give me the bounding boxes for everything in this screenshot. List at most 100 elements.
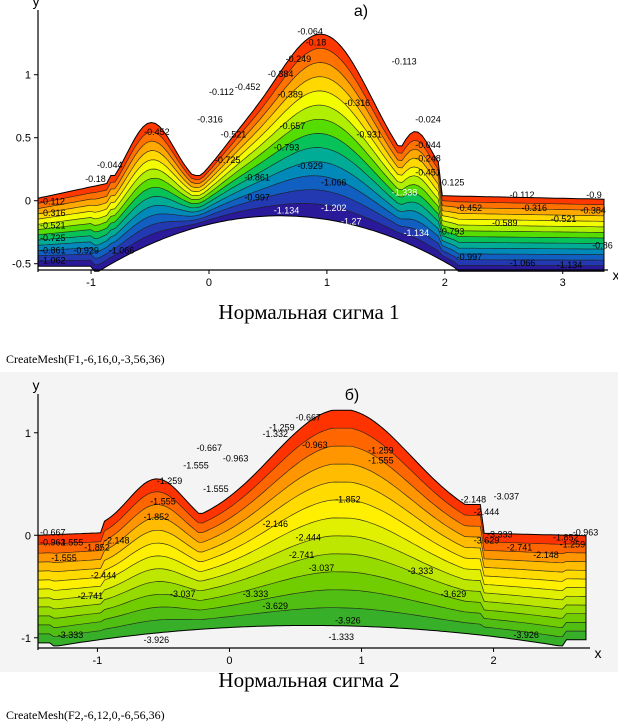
chart-a-band <box>38 48 604 211</box>
chart-b-contour-label: -0.963 <box>573 527 599 537</box>
chart-b-contour-label: -2.741 <box>78 591 104 601</box>
chart-b-contour-line <box>38 535 586 601</box>
chart-b-y-tick-label: 1 <box>25 428 31 440</box>
chart-b-contour-label: -0.667 <box>197 443 223 453</box>
chart-a-contour-label: -0.384 <box>268 69 294 79</box>
chart-b-band <box>38 517 586 600</box>
chart-b-x-tick-label: 1 <box>358 655 364 667</box>
chart-a-band <box>38 133 604 244</box>
chart-a-title: Нормальная сигма 1 <box>218 300 400 324</box>
chart-b-contour-label: -2.444 <box>91 570 117 580</box>
chart-a-contour-line <box>37 147 604 244</box>
chart-a-contour-line <box>37 76 604 217</box>
chart-b-contour-label: -2.148 <box>461 494 487 504</box>
chart-a-contour-label: -0.248 <box>415 154 441 164</box>
chart-b-x-axis-name: x <box>595 645 602 661</box>
chart-b-contour-label: -3.333 <box>487 529 513 539</box>
chart-a-contour-label: -0.521 <box>40 220 66 230</box>
chart-b-y-axis-name: y <box>33 377 40 393</box>
chart-b-contour-label: -2.148 <box>533 550 559 560</box>
chart-b-domain-outline <box>37 409 587 647</box>
chart-b-contour-label: -1.852 <box>335 494 361 504</box>
chart-a-contour-label: -1.134 <box>404 228 430 238</box>
chart-a-contour-label: -0.929 <box>297 161 323 171</box>
chart-b-contour-label: -3.629 <box>441 589 467 599</box>
chart-b-contour-label: -0.667 <box>296 413 322 423</box>
chart-a-band <box>38 105 604 233</box>
chart-b-contour-label: -2.146 <box>263 519 289 529</box>
chart-a-contour-label: -0.997 <box>244 193 270 203</box>
chart-b-band <box>38 571 586 628</box>
chart-a-contour-label: -0.249 <box>286 54 312 64</box>
chart-a-contour-label: -0.044 <box>97 160 123 170</box>
chart-a-contour-label: -0.931 <box>356 130 382 140</box>
chart-b-contour-line <box>37 427 586 545</box>
chart-a-contour-label: -0.064 <box>297 26 323 36</box>
chart-a-contour-line <box>37 189 604 261</box>
chart-b-contour-label: -3.037 <box>309 563 335 573</box>
chart-a-contour-label: -0.997 <box>457 252 483 262</box>
chart-a-x-tick-label: 3 <box>560 277 566 289</box>
chart-a-contour-label: -1.066 <box>321 178 347 188</box>
chart-b-contour-label: -3.333 <box>58 630 84 640</box>
chart-a-contour-label: -0.113 <box>392 57 417 67</box>
chart-a-contour-label: -0.389 <box>277 89 303 99</box>
chart-b-contour-line <box>37 571 587 619</box>
chart-a-contour-label: -0.316 <box>345 98 371 108</box>
chart-a-contour-label: -0.929 <box>73 246 99 256</box>
chart-b-contour-label: -3.037 <box>170 589 196 599</box>
chart-a-y-axis-name: y <box>33 0 40 9</box>
chart-b-contour-label: -1.852 <box>144 512 170 522</box>
chart-a-contour-line <box>37 175 604 255</box>
chart-a-contour-label: -0.451 <box>415 168 441 178</box>
chart-a-contour-label: -0.112 <box>40 197 65 207</box>
chart-b-contour-label: -3.926 <box>144 635 170 645</box>
chart-a-x-tick-label: 2 <box>442 277 448 289</box>
chart-a-x-axis-name: x <box>613 267 618 283</box>
chart-b-contour-label: -1.259 <box>269 423 295 433</box>
chart-a-band <box>38 189 604 266</box>
chart-a-domain-outline <box>37 33 605 272</box>
chart-a-contour-label: -0.316 <box>40 208 66 218</box>
chart-a-contour-label: -0.18 <box>306 38 327 48</box>
chart-a-y-tick-label: -0.5 <box>12 259 31 271</box>
chart-a-band <box>38 203 604 272</box>
chart-a-contour-label: -0.452 <box>235 82 261 92</box>
chart-b-contour-label: -1.555 <box>183 461 209 471</box>
chart-b-contour-label: -3.926 <box>513 630 539 640</box>
chart-a-band <box>38 76 604 222</box>
chart-a-contour-label: -1.338 <box>392 188 418 198</box>
chart-b-contour-label: -2.741 <box>289 550 315 560</box>
chart-b-contour-label: -3.333 <box>408 566 434 576</box>
chart-b-x-tick-label: -1 <box>93 655 103 667</box>
chart-a-axes: -1 0 1 2 3 -0.5 0 0.5 1 y x а) <box>12 0 618 289</box>
chart-a-x-tick-label: -1 <box>86 277 96 289</box>
mesh-command-1: CreateMesh(F1,-6,16,0,-3,56,36) <box>6 352 165 366</box>
chart-a-contour-lines <box>37 47 605 267</box>
chart-a-contour-label: -0.725 <box>40 233 66 243</box>
chart-a-contour-label: -0.589 <box>492 218 518 228</box>
chart-a-contour-label: -1.134 <box>557 260 583 270</box>
chart-b-contour-lines <box>37 427 587 638</box>
chart-a-contour-line <box>37 104 604 228</box>
chart-b-contour-labels: -0.667-1.259-1.332-0.963-0.667-0.963-1.2… <box>40 413 598 645</box>
chart-a-band <box>38 147 604 250</box>
chart-b-contour-line <box>37 463 587 564</box>
chart-b-contour-label: -0.963 <box>40 538 66 548</box>
chart-a-contour-line <box>37 62 605 211</box>
chart-panel-b: -1 0 1 2 -1 0 1 y x б) -0.667 -1.259 -1.332 -0.963 -0.… <box>0 372 618 672</box>
chart-a-contour-line <box>37 133 604 239</box>
chart-a-contour-line <box>37 90 605 222</box>
chart-a-contour-label: -0.112 <box>510 190 535 200</box>
chart-a-contour-label: -0.86 <box>592 241 613 251</box>
chart-b-y-tick-label: 0 <box>25 530 31 542</box>
chart-a-svg: -1 0 1 2 3 -0.5 0 0.5 1 y x а) -0.064 -0.18 -0.249 -0.3… <box>12 0 618 289</box>
chart-a-contour-labels: -0.064 -0.18 -0.249 -0.384 -0.452 -0.112 -0.38… <box>40 26 613 270</box>
chart-b-contour-line <box>38 589 586 628</box>
chart-a-band <box>38 34 604 205</box>
chart-b-contour-label: -0.963 <box>223 454 249 464</box>
chart-a-contour-label: -0.9 <box>586 190 602 200</box>
chart-b-contour-line <box>37 499 587 582</box>
chart-b-y-tick-label: -1 <box>21 633 31 645</box>
chart-a-contour-label: -0.861 <box>40 246 66 256</box>
